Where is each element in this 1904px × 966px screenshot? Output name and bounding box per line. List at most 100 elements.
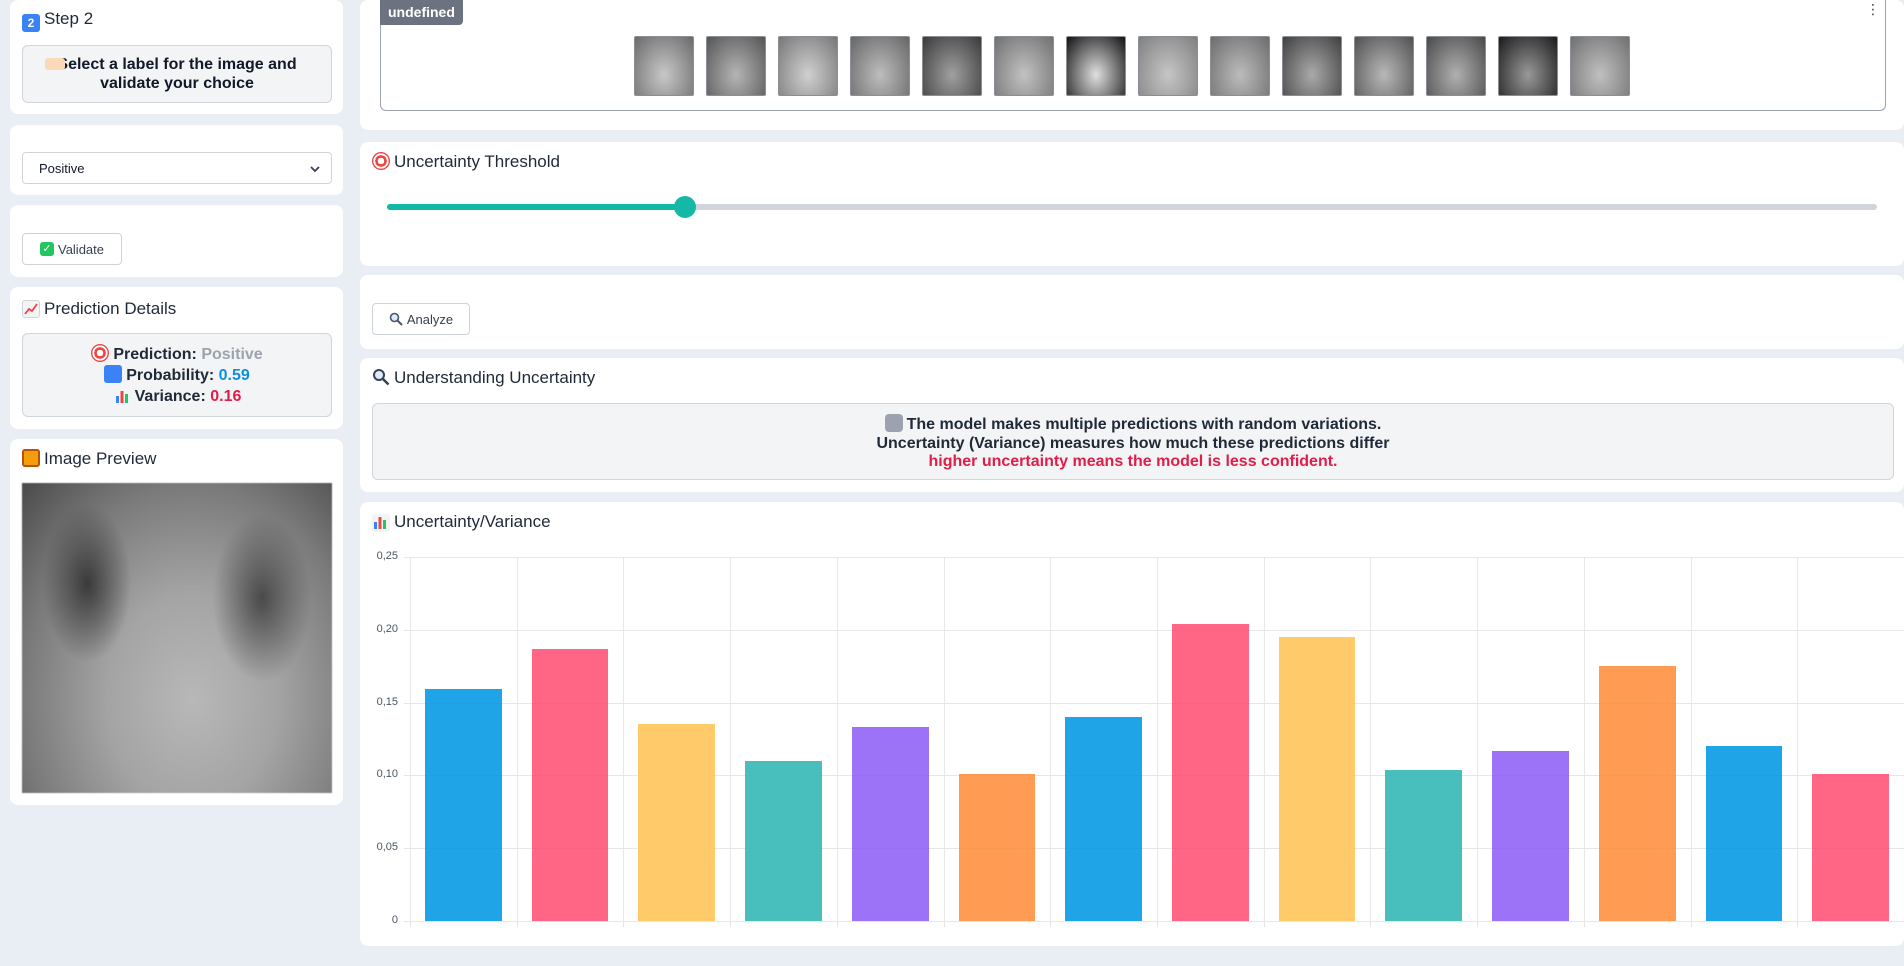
xray-thumbnail[interactable] bbox=[994, 36, 1054, 96]
validate-button[interactable]: ✓ Validate bbox=[22, 233, 122, 265]
y-tick-label: 0,10 bbox=[376, 768, 398, 781]
variance-bar[interactable] bbox=[1171, 623, 1249, 921]
grid-line-horizontal bbox=[404, 702, 1904, 704]
grid-line-vertical bbox=[1477, 557, 1479, 927]
xray-thumbnail[interactable] bbox=[706, 36, 766, 96]
step-heading: 2 Step 2 bbox=[22, 9, 93, 32]
xray-thumbnail[interactable] bbox=[1426, 36, 1486, 96]
y-tick-label: 0,25 bbox=[376, 550, 398, 562]
instruction-box: Select a label for the image and validat… bbox=[22, 45, 332, 103]
grid-line-horizontal bbox=[404, 557, 1904, 558]
variance-bar[interactable] bbox=[1598, 666, 1676, 921]
probability-label: Probability: bbox=[126, 367, 215, 384]
understanding-line-1: The model makes multiple predictions wit… bbox=[373, 414, 1893, 435]
prediction-value: Positive bbox=[201, 346, 263, 363]
chart-panel: Uncertainty/Variance 0 0,05 0,10 0,15 0,20 0,… bbox=[360, 502, 1904, 946]
variance-bar[interactable] bbox=[851, 727, 929, 921]
understanding-panel: Understanding Uncertainty The model make… bbox=[360, 358, 1904, 492]
variance-bar[interactable] bbox=[1278, 637, 1356, 921]
y-tick-label: 0,15 bbox=[376, 695, 398, 708]
check-mark-icon: ✓ bbox=[39, 242, 54, 256]
prediction-heading: Prediction Details bbox=[22, 299, 176, 319]
analyze-panel: Analyze bbox=[360, 275, 1904, 349]
xray-thumbnail[interactable] bbox=[1354, 36, 1414, 96]
analyze-label: Analyze bbox=[406, 311, 454, 327]
grid-line-vertical bbox=[623, 557, 625, 927]
chart-increasing-icon bbox=[22, 300, 40, 318]
xray-thumbnail[interactable] bbox=[922, 36, 982, 96]
xray-thumbnail[interactable] bbox=[1498, 36, 1558, 96]
xray-thumbnail[interactable] bbox=[1210, 36, 1270, 96]
grid-line-vertical bbox=[410, 557, 411, 927]
keycap-2-icon: 2 bbox=[22, 14, 40, 32]
variance-bar[interactable] bbox=[745, 760, 822, 921]
validate-panel: ✓ Validate bbox=[10, 205, 343, 277]
prediction-label: Prediction: bbox=[113, 346, 197, 363]
variance-label: Variance: bbox=[134, 388, 206, 405]
grid-line-horizontal bbox=[404, 629, 1904, 631]
y-tick-label: 0 bbox=[391, 914, 398, 926]
variance-bar[interactable] bbox=[424, 689, 502, 921]
variance-bar[interactable] bbox=[1492, 750, 1569, 921]
grid-line-vertical bbox=[1797, 557, 1799, 927]
threshold-slider-handle[interactable] bbox=[674, 196, 696, 218]
understanding-heading: Understanding Uncertainty bbox=[372, 368, 595, 388]
more-options-icon[interactable]: ⋮ bbox=[1866, 1, 1880, 17]
gallery-tag: undefined bbox=[380, 0, 463, 25]
grid-line-vertical bbox=[730, 557, 732, 927]
framed-picture-icon bbox=[22, 449, 40, 467]
step-panel: 2 Step 2 Select a label for the image and… bbox=[10, 0, 343, 114]
xray-thumbnail[interactable] bbox=[850, 36, 910, 96]
grid-line-horizontal bbox=[404, 775, 1904, 777]
gallery-panel: undefined ⋮ bbox=[360, 0, 1904, 130]
variance-bar[interactable] bbox=[1385, 769, 1463, 921]
grid-line-vertical bbox=[943, 557, 945, 927]
understanding-line-3: higher uncertainty means the model is le… bbox=[928, 453, 1338, 470]
preview-title: Image Preview bbox=[44, 449, 157, 468]
image-preview-panel: Image Preview bbox=[10, 439, 343, 805]
preview-heading: Image Preview bbox=[22, 449, 156, 469]
xray-thumbnail[interactable] bbox=[1066, 36, 1126, 96]
grid-line-vertical bbox=[1263, 557, 1265, 927]
variance-bar[interactable] bbox=[638, 724, 716, 921]
variance-bar[interactable] bbox=[1065, 717, 1143, 921]
step-title: Step 2 bbox=[44, 9, 94, 28]
variance-bar[interactable] bbox=[958, 773, 1036, 921]
validate-label: Validate bbox=[57, 241, 104, 257]
prediction-title: Prediction Details bbox=[44, 299, 177, 318]
magnifier-icon bbox=[389, 312, 403, 326]
bar-chart-icon bbox=[372, 514, 390, 532]
grid-line-vertical bbox=[1157, 557, 1158, 927]
variance-chart: 0 0,05 0,10 0,15 0,20 0,25 bbox=[360, 502, 1904, 946]
xray-thumbnail[interactable] bbox=[1570, 36, 1630, 96]
threshold-title: Uncertainty Threshold bbox=[394, 152, 560, 171]
xray-thumbnail[interactable] bbox=[1282, 36, 1342, 96]
label-select-value: Positive bbox=[39, 160, 85, 176]
variance-bar[interactable] bbox=[531, 648, 609, 921]
grid-line-vertical bbox=[1690, 557, 1692, 927]
prediction-row: Prediction: Positive bbox=[23, 344, 331, 365]
grid-line-horizontal bbox=[404, 848, 1904, 850]
label-tag-icon bbox=[45, 58, 65, 70]
threshold-track-fill bbox=[387, 204, 685, 210]
bar-chart-icon bbox=[112, 388, 131, 406]
gallery-frame bbox=[380, 0, 1886, 111]
label-select[interactable]: Positive bbox=[22, 152, 332, 184]
target-icon bbox=[372, 152, 390, 170]
preview-image bbox=[22, 483, 332, 793]
y-tick-label: 0,05 bbox=[376, 841, 398, 854]
select-panel: Positive bbox=[10, 125, 343, 195]
prediction-panel: Prediction Details Prediction: Positive … bbox=[10, 287, 343, 429]
variance-bar[interactable] bbox=[1705, 746, 1783, 921]
xray-thumbnail[interactable] bbox=[778, 36, 838, 96]
grid-line-vertical bbox=[1050, 557, 1052, 927]
analyze-button[interactable]: Analyze bbox=[372, 303, 470, 335]
threshold-track[interactable] bbox=[387, 204, 1877, 210]
target-icon bbox=[91, 344, 110, 362]
xray-thumbnail[interactable] bbox=[1138, 36, 1198, 96]
prediction-box: Prediction: Positive Probability: 0.59 V… bbox=[22, 333, 332, 417]
understanding-line-1-text: The model makes multiple predictions wit… bbox=[906, 416, 1382, 433]
variance-value: 0.16 bbox=[210, 388, 242, 405]
variance-bar[interactable] bbox=[1812, 773, 1890, 921]
xray-thumbnail[interactable] bbox=[634, 36, 694, 96]
